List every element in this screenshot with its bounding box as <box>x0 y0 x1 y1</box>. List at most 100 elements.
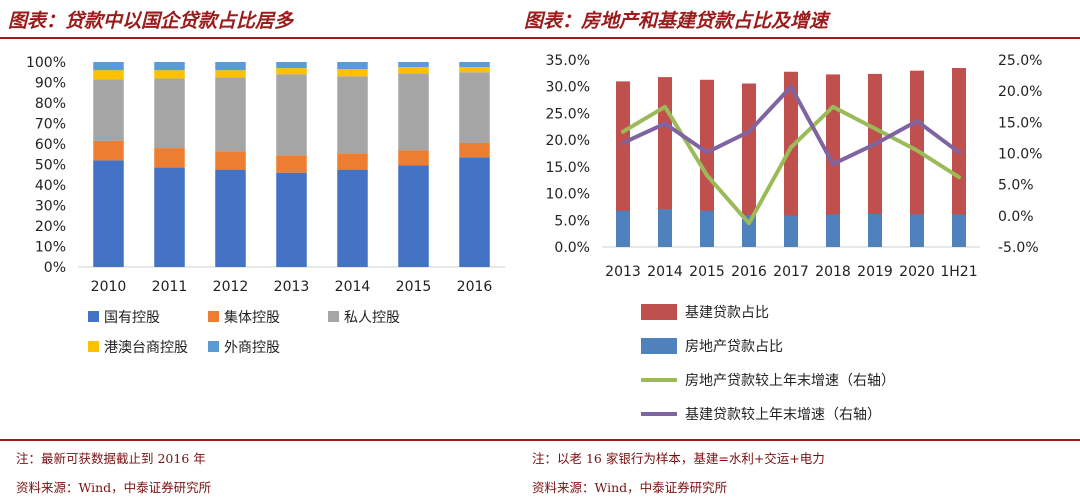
x-tick-label: 2013 <box>274 279 310 295</box>
bar-segment <box>276 172 307 267</box>
y-tick-label: 90% <box>35 76 66 92</box>
bar-segment <box>93 160 124 267</box>
bar-segment <box>93 62 124 71</box>
bar <box>616 210 630 247</box>
bar <box>910 214 924 247</box>
bar-segment <box>154 78 185 149</box>
bar <box>784 71 798 247</box>
x-tick-label: 2016 <box>457 279 493 295</box>
bar <box>910 70 924 247</box>
legend-label: 基建贷款较上年末增速（右轴） <box>685 406 881 423</box>
legend-label: 港澳台商控股 <box>104 340 188 356</box>
legend-label: 房地产贷款较上年末增速（右轴） <box>685 373 895 389</box>
bar-segment <box>154 70 185 79</box>
bar-segment <box>215 62 246 71</box>
legend-swatch <box>208 341 219 352</box>
bar-segment <box>459 67 490 73</box>
bar <box>868 213 882 247</box>
bar <box>616 81 630 247</box>
left-title-rule <box>0 37 524 39</box>
y-left-tick-label: 10.0% <box>546 187 590 203</box>
x-tick-label: 2010 <box>91 279 127 295</box>
y-left-tick-label: 30.0% <box>546 80 590 96</box>
bar-segment <box>398 62 429 68</box>
y-tick-label: 50% <box>35 158 66 174</box>
y-tick-label: 20% <box>35 219 66 235</box>
y-right-tick-label: -5.0% <box>998 240 1039 256</box>
right-panel: 图表：房地产和基建贷款占比及增速 0.0% 5.0% 10.0% 15.0% 20.0%… <box>516 0 1080 499</box>
bar-segment <box>276 74 307 156</box>
x-tick-label: 2019 <box>857 264 893 280</box>
bar-segment <box>154 167 185 267</box>
bar-segment <box>337 76 368 154</box>
bar <box>742 214 756 247</box>
legend-label: 外商控股 <box>224 340 280 356</box>
bar-segment <box>459 142 490 158</box>
left-footer-rule <box>0 439 524 441</box>
bar <box>868 73 882 247</box>
bar-segment <box>337 62 368 70</box>
bar-segment <box>93 70 124 80</box>
x-tick-label: 2013 <box>605 264 641 280</box>
x-tick-label: 2011 <box>152 279 188 295</box>
left-chart-source: 资料来源：Wind，中泰证券研究所 <box>16 480 212 495</box>
bar-segment <box>93 79 124 141</box>
x-tick-label: 2015 <box>689 264 725 280</box>
bar-segment <box>93 140 124 161</box>
bar-segment <box>215 70 246 78</box>
x-tick-label: 2014 <box>647 264 683 280</box>
bar-segment <box>276 62 307 69</box>
y-left-tick-label: 5.0% <box>554 213 590 229</box>
bar <box>742 83 756 247</box>
series-line <box>621 84 961 167</box>
legend-label: 集体控股 <box>224 309 280 326</box>
bar-segment <box>398 165 429 267</box>
y-right-tick-label: 20.0% <box>998 84 1042 100</box>
right-footer-rule <box>516 439 1080 441</box>
x-tick-label: 2016 <box>731 264 767 280</box>
x-tick-label: 1H21 <box>940 264 977 280</box>
y-tick-label: 40% <box>35 178 66 194</box>
bar <box>952 214 966 247</box>
y-tick-label: 60% <box>35 137 66 153</box>
y-tick-label: 70% <box>35 117 66 133</box>
y-left-tick-label: 15.0% <box>546 160 590 176</box>
x-tick-label: 2018 <box>815 264 851 280</box>
x-tick-label: 2020 <box>899 264 935 280</box>
y-left-tick-label: 0.0% <box>554 240 590 256</box>
bar-segment <box>337 69 368 77</box>
bar-segment <box>215 151 246 170</box>
bar-segment <box>276 68 307 75</box>
bar-segment <box>337 153 368 170</box>
series-line <box>621 104 961 226</box>
y-tick-label: 10% <box>35 240 66 256</box>
y-right-tick-label: 5.0% <box>998 178 1034 194</box>
bar <box>658 77 672 247</box>
legend-swatch <box>641 338 677 354</box>
y-right-tick-label: 25.0% <box>998 53 1042 69</box>
bar-segment <box>154 62 185 71</box>
bar-segment <box>398 73 429 151</box>
x-tick-label: 2014 <box>335 279 371 295</box>
bar <box>826 214 840 247</box>
right-chart-source: 资料来源：Wind，中泰证券研究所 <box>532 480 728 495</box>
y-tick-label: 80% <box>35 96 66 112</box>
y-left-tick-label: 35.0% <box>546 53 590 69</box>
right-chart-note: 注：以老 16 家银行为样本，基建=水利+交运+电力 <box>532 451 825 466</box>
bar-segment <box>398 150 429 166</box>
y-tick-label: 30% <box>35 199 66 215</box>
x-tick-label: 2015 <box>396 279 432 295</box>
right-chart-title: 图表：房地产和基建贷款占比及增速 <box>524 10 829 32</box>
x-tick-label: 2012 <box>213 279 249 295</box>
y-tick-label: 100% <box>26 55 66 71</box>
bar <box>700 210 714 247</box>
bar-segment <box>398 67 429 74</box>
left-chart-title: 图表：贷款中以国企贷款占比居多 <box>8 10 294 32</box>
legend-label: 房地产贷款占比 <box>685 339 783 355</box>
legend-swatch <box>88 311 99 322</box>
bar-segment <box>215 169 246 267</box>
bar-segment <box>459 62 490 68</box>
legend-swatch <box>208 311 219 322</box>
legend-swatch <box>88 341 99 352</box>
x-tick-label: 2017 <box>773 264 809 280</box>
